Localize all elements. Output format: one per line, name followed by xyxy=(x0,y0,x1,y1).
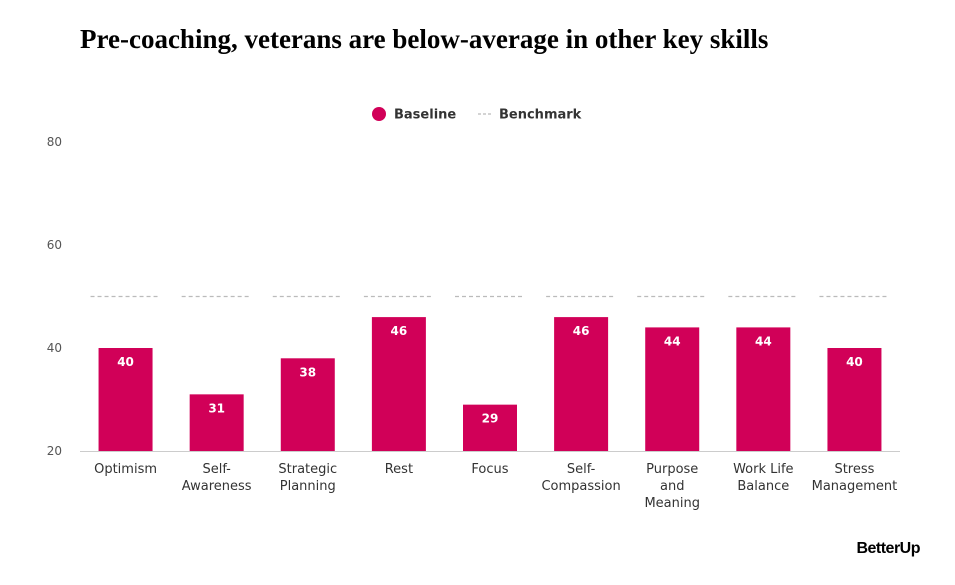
bar xyxy=(554,317,609,451)
y-axis: 20 40 60 80 xyxy=(47,135,62,458)
data-label: 46 xyxy=(391,324,408,338)
x-tick-label: Self-Awareness xyxy=(182,462,252,494)
bar xyxy=(371,317,426,451)
chart-title: Pre-coaching, veterans are below-average… xyxy=(80,24,769,54)
y-tick-label: 20 xyxy=(47,444,62,458)
data-label: 40 xyxy=(117,355,134,369)
x-tick-label: Purpose and Meaning xyxy=(644,462,700,511)
data-label: 29 xyxy=(482,412,499,426)
bar xyxy=(827,348,882,451)
bar xyxy=(189,394,244,451)
bar xyxy=(736,327,791,451)
bars: 40 31 38 46 29 46 44 44 40 xyxy=(98,317,882,451)
data-label: 44 xyxy=(664,334,681,348)
x-tick-label: Focus xyxy=(471,462,508,477)
data-label: 40 xyxy=(846,355,863,369)
x-axis: Optimism Self-Awareness Strategic Planning R… xyxy=(80,451,900,511)
data-label: 44 xyxy=(755,334,772,348)
legend-baseline-marker xyxy=(372,107,386,121)
data-label: 31 xyxy=(208,401,225,415)
data-label: 46 xyxy=(573,324,590,338)
legend-benchmark-label: Benchmark xyxy=(499,108,582,123)
y-tick-label: 60 xyxy=(47,238,62,252)
x-tick-label: Self-Compassion xyxy=(541,462,620,494)
legend-baseline-label: Baseline xyxy=(394,108,456,123)
bar xyxy=(280,358,335,451)
x-tick-label: Strategic Planning xyxy=(278,462,337,494)
bar xyxy=(463,404,517,451)
betterup-logo: BetterUp xyxy=(856,540,920,557)
bar xyxy=(645,327,700,451)
y-tick-label: 40 xyxy=(47,341,62,355)
x-tick-label: Optimism xyxy=(94,462,157,477)
x-tick-label: Work Life Balance xyxy=(733,462,793,494)
x-tick-label: Stress Management xyxy=(812,462,898,494)
bar xyxy=(98,348,153,451)
legend: Baseline Benchmark xyxy=(372,107,582,123)
y-tick-label: 80 xyxy=(47,135,62,149)
data-label: 38 xyxy=(299,365,316,379)
x-tick-label: Rest xyxy=(385,462,413,477)
